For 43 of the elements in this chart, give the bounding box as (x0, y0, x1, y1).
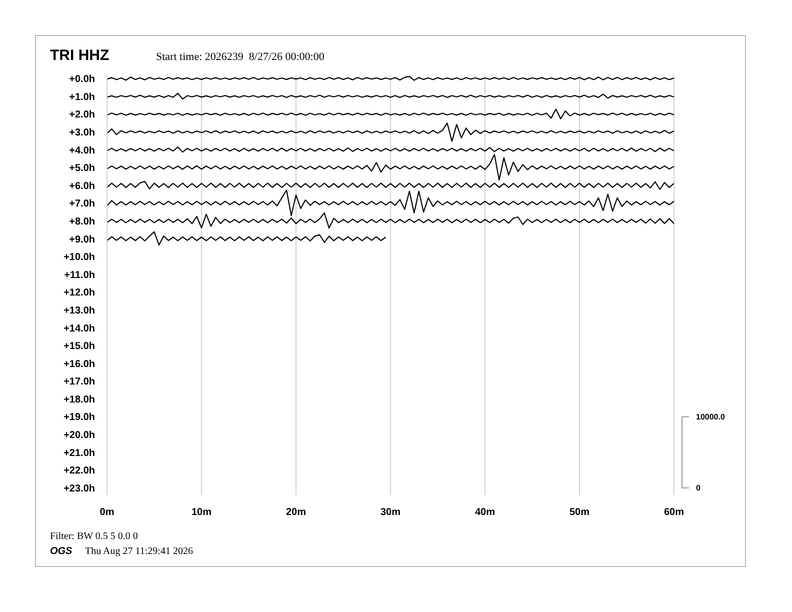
y-tick-label: +10.0h (64, 252, 95, 264)
x-tick-label: 0m (100, 507, 114, 518)
line-series (107, 122, 674, 142)
y-tick-label: +4.0h (69, 145, 95, 156)
y-tick-label: +15.0h (64, 341, 95, 352)
y2-tick-label: 0 (696, 484, 701, 493)
x-tick-label: 20m (286, 507, 306, 518)
chart-title: TRI HHZ (50, 47, 110, 64)
y2-tick-label: 10000.0 (696, 412, 726, 422)
y-tick-label: +11.0h (64, 270, 95, 281)
line-series (107, 154, 674, 181)
line-series (107, 180, 674, 190)
y-tick-label: +19.0h (64, 412, 95, 424)
y-tick-label: +14.0h (64, 323, 95, 334)
y-tick-label: +23.0h (64, 483, 95, 494)
y-tick-label: +0.0h (69, 74, 95, 86)
y-tick-label: +20.0h (64, 430, 95, 442)
y-tick-label: +6.0h (69, 180, 95, 192)
y-tick-label: +5.0h (69, 163, 95, 174)
x-tick-label: 50m (569, 507, 590, 518)
y-tick-label: +7.0h (69, 198, 95, 210)
text: Filter: BW 0.5 5 0.0 0 (50, 530, 138, 542)
x-tick-label: 60m (664, 507, 684, 518)
chart-subtitle: Start time: 2026239 8/27/26 00:00:00 (156, 50, 324, 62)
x-tick-label: 40m (474, 507, 496, 518)
y-tick-label: +22.0h (64, 466, 95, 477)
y-tick-label: +16.0h (64, 358, 95, 370)
x-tick-label: 10m (191, 507, 212, 518)
y-tick-label: +12.0h (64, 288, 95, 299)
y-tick-label: +18.0h (64, 394, 95, 406)
y-tick-label: +13.0h (64, 305, 95, 316)
text: OGS (50, 546, 72, 558)
y-tick-label: +9.0h (69, 234, 95, 246)
y-tick-label: +3.0h (69, 128, 95, 138)
y-tick-label: +1.0h (69, 92, 95, 103)
y-tick-label: +21.0h (64, 448, 95, 459)
line-series (107, 231, 386, 246)
y-tick-label: +2.0h (69, 110, 95, 121)
y-tick-label: +17.0h (64, 376, 95, 388)
x-tick-label: 30m (380, 507, 401, 518)
text: Thu Aug 27 11:29:41 2026 (85, 546, 193, 558)
y-tick-label: +8.0h (69, 216, 95, 228)
line-series (107, 108, 674, 120)
